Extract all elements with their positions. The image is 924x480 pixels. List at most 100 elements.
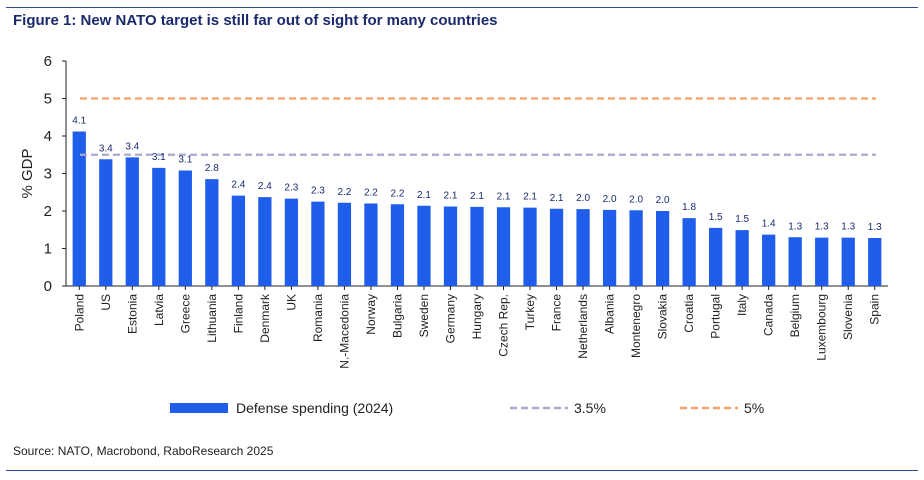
- x-tick-label: Czech Rep.: [497, 294, 511, 357]
- y-axis-label: % GDP: [19, 148, 36, 198]
- chart-axes: 0 1 2 3 4 5 6 % GDP Poland US Estonia Latvia Greece L…: [19, 53, 888, 369]
- bar-chart: 0 1 2 3 4 5 6 % GDP Poland US Estonia Latvia Greece L…: [19, 53, 888, 416]
- x-tick-label: Netherlands: [576, 294, 590, 359]
- x-tick-label: Sweden: [417, 294, 431, 337]
- x-tick-label: Greece: [178, 294, 192, 334]
- bar: [709, 227, 723, 286]
- legend-label-reference: 3.5%: [574, 400, 606, 416]
- data-label: 3.4: [99, 143, 113, 154]
- x-tick-label: Norway: [364, 294, 378, 335]
- bar: [655, 211, 670, 286]
- bar: [576, 209, 590, 286]
- bottom-rule: [6, 470, 918, 471]
- x-tick-label: Montenegro: [629, 294, 643, 358]
- bar: [868, 238, 882, 286]
- x-tick-label: Slovenia: [841, 294, 855, 340]
- data-label: 2.3: [311, 186, 325, 197]
- data-label: 2.2: [364, 188, 378, 199]
- y-tick-label: 4: [44, 128, 52, 145]
- bar: [496, 207, 511, 286]
- y-tick-label: 2: [44, 203, 52, 220]
- bar: [337, 202, 352, 286]
- x-tick-label: Portugal: [709, 294, 723, 339]
- x-tick-label: Poland: [72, 294, 86, 331]
- x-tick-label: Albania: [603, 294, 617, 334]
- data-label: 1.4: [762, 219, 776, 230]
- source-note: Source: NATO, Macrobond, RaboResearch 20…: [13, 444, 274, 458]
- bar: [549, 208, 564, 286]
- y-tick-label: 3: [44, 166, 52, 183]
- x-tick-label: UK: [284, 294, 298, 311]
- legend-label-bars: Defense spending (2024): [236, 400, 393, 416]
- bar: [815, 237, 829, 286]
- data-label: 2.1: [444, 191, 458, 202]
- x-tick-label: Canada: [762, 294, 776, 336]
- bar: [258, 197, 272, 286]
- bar: [390, 204, 405, 286]
- x-tick-label: Bulgaria: [390, 294, 404, 338]
- data-label: 2.2: [390, 188, 404, 199]
- x-tick-label: Denmark: [258, 293, 272, 343]
- figure-title: Figure 1: New NATO target is still far o…: [13, 12, 498, 29]
- x-tick-label: Belgium: [788, 294, 802, 337]
- data-label: 2.0: [656, 195, 670, 206]
- bar: [152, 167, 166, 286]
- bar: [762, 234, 776, 286]
- bar: [788, 237, 802, 286]
- bar: [602, 209, 617, 286]
- x-tick-label: US: [99, 294, 113, 311]
- x-tick-label: Slovakia: [656, 294, 670, 340]
- chart-legend: Defense spending (2024) 3.5% 5%: [170, 400, 764, 416]
- x-tick-label: Romania: [311, 294, 325, 342]
- y-tick-label: 5: [44, 91, 52, 108]
- bar: [735, 230, 749, 286]
- chart-bars: [72, 131, 882, 286]
- legend-label-reference: 5%: [744, 400, 764, 416]
- bar: [443, 206, 458, 286]
- data-label: 2.1: [470, 191, 484, 202]
- data-label: 2.0: [603, 194, 617, 205]
- data-label: 4.1: [72, 116, 86, 127]
- data-label: 1.8: [682, 202, 696, 213]
- legend-swatch-bars: [170, 403, 228, 413]
- bar: [629, 210, 643, 286]
- x-tick-label: Latvia: [152, 294, 166, 326]
- bar: [125, 157, 139, 286]
- data-label: 2.1: [417, 190, 431, 201]
- x-tick-label: Lithuania: [205, 294, 219, 343]
- bar: [99, 159, 113, 286]
- reference-lines: [80, 97, 876, 156]
- y-tick-label: 1: [44, 241, 52, 258]
- bar: [284, 198, 299, 286]
- bar: [178, 170, 192, 286]
- bar: [417, 205, 431, 286]
- x-tick-label: Estonia: [125, 294, 139, 334]
- x-tick-label: Finland: [231, 294, 245, 333]
- data-label: 2.1: [497, 191, 511, 202]
- data-label: 1.3: [841, 222, 855, 233]
- data-label: 1.3: [868, 222, 882, 233]
- data-label: 2.0: [576, 193, 590, 204]
- data-label: 3.1: [178, 155, 192, 166]
- data-label: 1.3: [788, 221, 802, 232]
- x-tick-label: Germany: [443, 294, 457, 343]
- data-label: 2.0: [629, 194, 643, 205]
- bar: [523, 207, 537, 286]
- bar: [231, 195, 245, 286]
- bar: [841, 237, 855, 286]
- bar: [311, 201, 325, 286]
- data-label: 2.3: [284, 183, 298, 194]
- bar: [470, 206, 484, 286]
- x-tick-label: Turkey: [523, 294, 537, 330]
- data-labels: 4.1 3.4 3.4 3.1 3.1 2.8 2.4 2.4 2.3 2.3 2.2 2.2 2.2 2…: [72, 116, 882, 234]
- y-tick-label: 0: [44, 278, 52, 295]
- x-tick-label: Luxembourg: [815, 294, 829, 361]
- data-label: 3.1: [152, 152, 166, 163]
- bar: [682, 218, 696, 286]
- data-label: 2.1: [550, 193, 564, 204]
- x-tick-label: Croatia: [682, 294, 696, 333]
- x-tick-label: Italy: [735, 294, 749, 316]
- x-tick-label: N.-Macedonia: [337, 294, 351, 369]
- data-label: 1.5: [709, 212, 723, 223]
- data-label: 2.2: [337, 187, 351, 198]
